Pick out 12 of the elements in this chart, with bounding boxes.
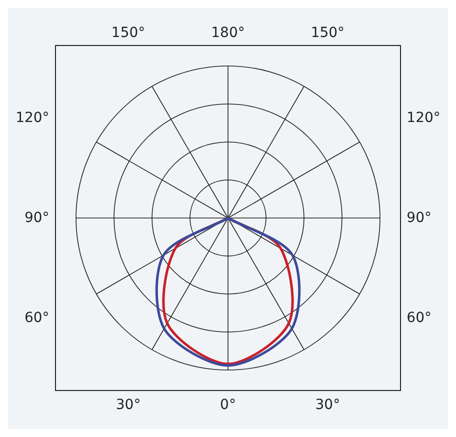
spoke-label: 60° xyxy=(406,310,432,326)
spoke-label: 150° xyxy=(111,25,146,42)
spoke-label: 90° xyxy=(24,210,50,226)
spoke-label: 90° xyxy=(406,210,432,226)
spoke-label: 30° xyxy=(315,396,340,413)
spoke-label: 120° xyxy=(406,110,440,126)
spoke-label: 0° xyxy=(220,396,236,413)
spoke-label: 30° xyxy=(116,396,141,413)
spoke-label: 60° xyxy=(24,310,50,326)
spoke-label: 180° xyxy=(211,25,245,42)
spoke-label: 150° xyxy=(310,25,345,42)
spoke-label: 120° xyxy=(16,110,50,126)
